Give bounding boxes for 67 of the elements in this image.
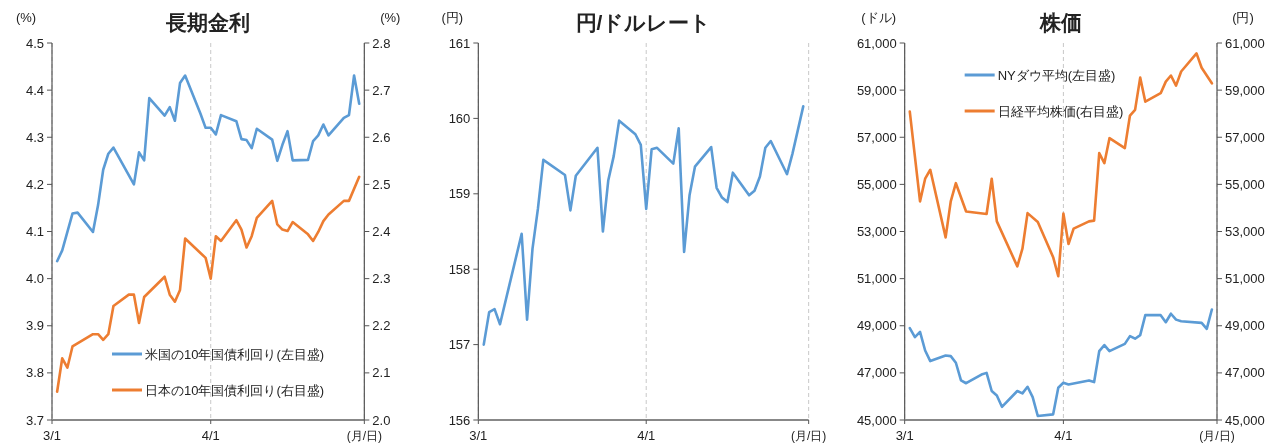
y2-tick-label: 49,000 [1225,318,1265,334]
y-tick-label: 53,000 [856,224,897,239]
y2-tick-label: 2.3 [372,271,391,287]
y-tick-label: 156 [448,412,471,428]
y-tick-label: 4.3 [25,129,44,145]
y2-tick-label: 2.4 [372,224,391,239]
legend-label: 日経平均株価(右目盛) [997,104,1124,119]
y2-tick-label: 2.0 [372,412,391,428]
x-tick-label: 3/1 [895,428,914,443]
y-tick-label: 160 [448,110,471,126]
y-tick-label: 61,000 [856,35,897,51]
y-tick-label: 59,000 [856,82,897,98]
line-series [908,308,1214,418]
y-tick-label: 4.2 [25,176,44,192]
x-tick-label: 3/1 [42,428,62,443]
legend-label: NYダウ平均(左目盛) [997,68,1116,83]
x-tick-label: 3/1 [469,428,488,443]
y2-tick-label: 61,000 [1225,35,1265,51]
x-axis-title: (月/日) [346,429,382,443]
y-tick-label: 4.5 [25,35,44,51]
x-axis-title: (月/日) [1199,429,1235,443]
line-series [55,74,361,263]
y2-axis-title: (%) [380,10,401,25]
y2-axis-title: (円) [1232,10,1254,25]
y2-tick-label: 2.5 [372,176,391,192]
y2-tick-label: 59,000 [1225,82,1265,98]
y2-tick-label: 45,000 [1225,412,1265,428]
y-tick-label: 3.8 [25,365,44,381]
legend-label: 日本の10年国債利回り(右目盛) [145,383,325,398]
y-tick-label: 51,000 [856,271,897,287]
x-tick-label: 4/1 [201,428,220,443]
y2-tick-label: 47,000 [1225,365,1265,381]
chart-title: 長期金利 [165,11,251,34]
y-tick-label: 45,000 [856,412,897,428]
y-axis-title: (ドル) [861,10,896,25]
y-tick-label: 161 [448,35,471,51]
y-tick-label: 159 [448,186,471,202]
y-tick-label: 4.0 [25,271,44,287]
y2-tick-label: 51,000 [1225,271,1265,287]
x-tick-label: 4/1 [637,428,656,443]
y-tick-label: 158 [448,261,471,277]
y-tick-label: 3.9 [25,318,44,334]
y-tick-label: 57,000 [856,129,897,145]
y-tick-label: 49,000 [856,318,897,334]
y2-tick-label: 2.7 [372,82,391,98]
line-series [482,105,805,346]
chart-title: 株価 [1038,11,1082,34]
y-axis-title: (%) [15,10,37,25]
y-axis-title: (円) [441,10,464,25]
line-series [908,52,1214,278]
y-tick-label: 55,000 [856,176,897,192]
y-tick-label: 157 [448,337,471,353]
x-axis-title: (月/日) [791,429,827,443]
y-tick-label: 47,000 [856,365,897,381]
y2-tick-label: 53,000 [1225,224,1265,239]
y2-tick-label: 57,000 [1225,129,1265,145]
y2-tick-label: 2.8 [372,35,391,51]
legend-label: 米国の10年国債利回り(左目盛) [145,347,325,362]
y-tick-label: 4.4 [25,82,44,98]
y2-tick-label: 2.1 [372,365,391,381]
x-tick-label: 4/1 [1054,428,1073,443]
y2-tick-label: 2.2 [372,318,391,334]
y2-tick-label: 2.6 [372,129,391,145]
y2-tick-label: 55,000 [1225,176,1265,192]
chart-title: 円/ドルレート [575,11,712,34]
y-tick-label: 4.1 [25,224,44,239]
y-tick-label: 3.7 [25,412,44,428]
